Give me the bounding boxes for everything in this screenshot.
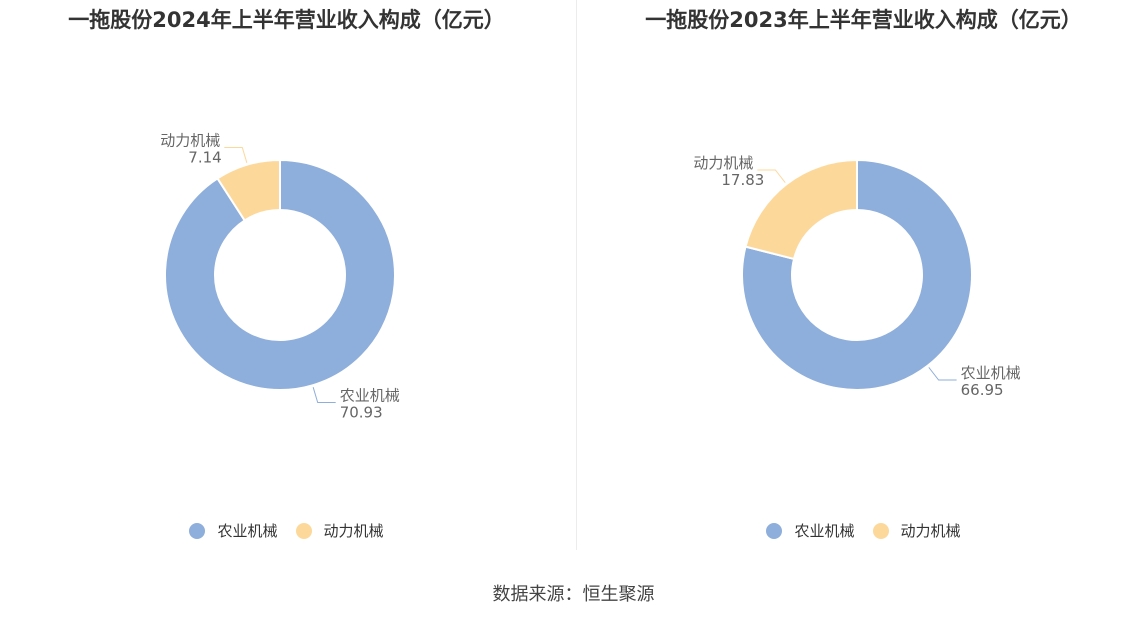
legend-label-power: 动力机械 xyxy=(900,522,961,540)
slice-power[interactable] xyxy=(216,158,281,222)
legend-dot-agri xyxy=(189,522,206,539)
slice-agri[interactable] xyxy=(741,158,973,391)
chart-title-2024: 一拖股份2024年上半年营业收入构成（亿元） xyxy=(68,8,505,32)
slice-label-power-value: 17.83 xyxy=(721,171,764,189)
legend-label-agri: 农业机械 xyxy=(794,522,855,540)
leader-line xyxy=(757,169,786,183)
slice-label-agri-name: 农业机械 xyxy=(961,364,1021,382)
chart-title-2023: 一拖股份2023年上半年营业收入构成（亿元） xyxy=(645,8,1082,32)
legend-dot-power xyxy=(295,522,312,539)
legend-dot-power xyxy=(872,522,889,539)
legend-dot-agri xyxy=(766,522,783,539)
slice-power[interactable] xyxy=(744,158,858,261)
slice-label-agri-name: 农业机械 xyxy=(340,387,400,405)
slice-label-power-name: 动力机械 xyxy=(693,154,753,172)
slice-label-agri-value: 70.93 xyxy=(340,404,383,422)
slice-label-power-name: 动力机械 xyxy=(160,131,220,149)
legend-2024: 农业机械 动力机械 xyxy=(0,520,573,541)
chart-2024: 一拖股份2024年上半年营业收入构成（亿元） 农业机械 70.93 动力机械 7.14… xyxy=(0,0,573,560)
data-source: 数据来源：恒生聚源 xyxy=(492,584,655,605)
legend-label-power: 动力机械 xyxy=(323,522,384,540)
legend-label-agri: 农业机械 xyxy=(217,522,278,540)
leader-line xyxy=(928,367,957,381)
slice-agri[interactable] xyxy=(164,158,396,391)
slice-label-agri-value: 66.95 xyxy=(961,381,1004,399)
legend-item-agri[interactable]: 农业机械 xyxy=(766,520,855,541)
leader-line xyxy=(224,146,248,163)
legend-item-power[interactable]: 动力机械 xyxy=(295,520,384,541)
legend-item-power[interactable]: 动力机械 xyxy=(872,520,961,541)
legend-item-agri[interactable]: 农业机械 xyxy=(189,520,278,541)
chart-2023: 一拖股份2023年上半年营业收入构成（亿元） 农业机械 66.95 动力机械 17.8… xyxy=(577,0,1147,560)
legend-2023: 农业机械 动力机械 xyxy=(577,520,1147,541)
panel-divider xyxy=(576,0,577,550)
leader-line xyxy=(312,387,336,404)
slice-label-power-value: 7.14 xyxy=(188,148,221,166)
